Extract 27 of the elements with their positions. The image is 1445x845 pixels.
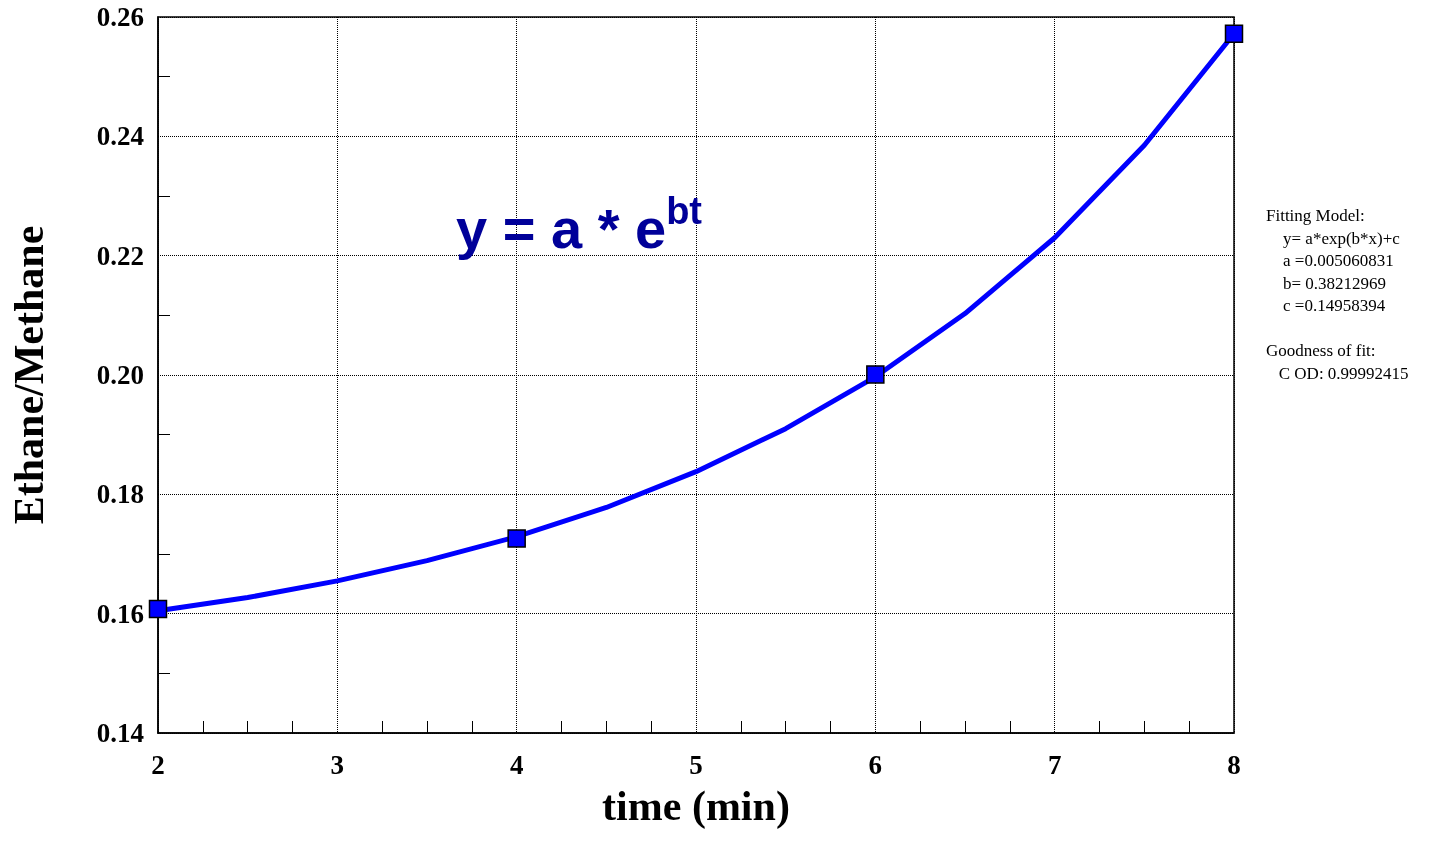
y-tick-label: 0.26: [96, 2, 144, 32]
x-tick-label: 6: [868, 749, 883, 780]
y-tick-label: 0.24: [96, 121, 144, 152]
text: Goodness of fit:: [1266, 341, 1376, 360]
text: Fitting Model:: [1266, 206, 1365, 225]
y-tick-label: 0.20: [96, 360, 144, 390]
text: c =0.14958394: [1266, 296, 1386, 316]
y-tick-label: 0.18: [96, 479, 144, 510]
x-tick-label: 5: [689, 749, 703, 780]
point: [1224, 24, 1244, 43]
y-tick-label: 0.22: [96, 240, 144, 271]
text: y= a*exp(b*x)+c: [1266, 228, 1401, 248]
point: [148, 599, 168, 619]
point: [507, 529, 526, 548]
x-axis-title: time (min): [602, 783, 790, 830]
y-axis-title: Ethane/Methane: [6, 225, 52, 525]
y-tick-label: 0.14: [96, 718, 144, 748]
x-tick-label: 3: [330, 749, 345, 780]
point: [866, 365, 885, 384]
text: C OD: 0.99992415: [1266, 363, 1409, 383]
text: a =0.005060831: [1266, 251, 1394, 271]
x-tick-label: 8: [1227, 749, 1241, 780]
x-tick-label: 7: [1047, 749, 1062, 780]
text: b= 0.38212969: [1266, 273, 1387, 293]
y-tick-label: 0.16: [96, 598, 144, 629]
x-tick-label: 2: [151, 749, 165, 780]
x-tick-label: 4: [509, 749, 524, 780]
